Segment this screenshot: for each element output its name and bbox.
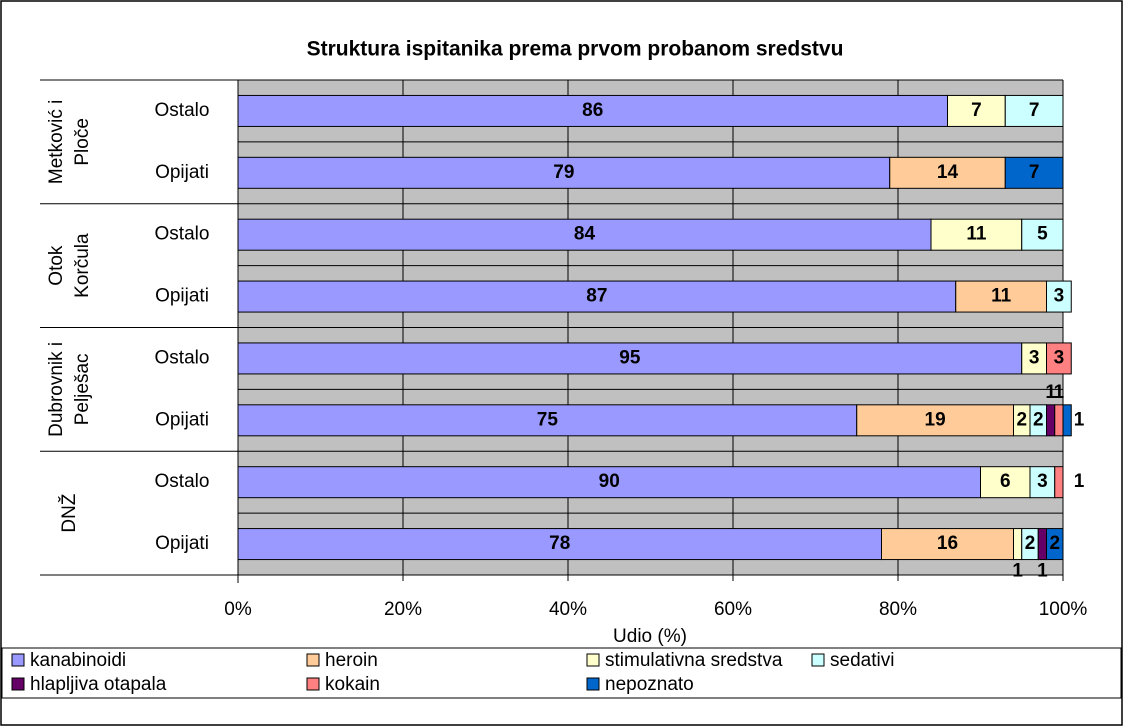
group-label: Otok — [46, 245, 67, 286]
data-label: 78 — [549, 533, 570, 554]
data-label: 7 — [1029, 162, 1040, 183]
data-label: 2 — [1049, 533, 1060, 554]
chart-title: Struktura ispitanika prema prvom probano… — [307, 38, 844, 61]
bar-segment — [856, 404, 1014, 437]
data-label: 84 — [574, 224, 596, 245]
bar-segment — [1013, 528, 1023, 561]
bar-segment — [237, 342, 1023, 375]
data-label: 11 — [966, 224, 987, 245]
bar-segment — [881, 528, 1014, 561]
bar-segment — [1004, 156, 1064, 189]
legend-label: heroin — [325, 650, 378, 671]
y-tick-label: Ostalo — [155, 347, 210, 368]
y-tick-label: Opijati — [155, 286, 209, 307]
legend-box — [1, 647, 1122, 699]
data-label: 3 — [1037, 471, 1048, 492]
data-label: 16 — [937, 533, 958, 554]
data-label: 95 — [619, 347, 641, 368]
bar-segment — [237, 156, 891, 189]
group-label: Ploče — [72, 118, 93, 166]
legend-swatch — [306, 677, 320, 691]
bar-segment — [955, 280, 1047, 313]
legend-swatch — [11, 653, 25, 667]
bar-segment — [889, 156, 1006, 189]
data-label: 5 — [1037, 224, 1048, 245]
bar-segment — [1062, 404, 1072, 437]
legend-label: kanabinoidi — [30, 650, 126, 671]
legend-swatch — [306, 653, 320, 667]
legend-label: stimulativna sredstva — [605, 650, 783, 671]
bar-segment — [1029, 466, 1056, 499]
bar-segment — [947, 94, 1006, 127]
x-tick-label: 100% — [1039, 599, 1088, 620]
data-label: 86 — [582, 100, 603, 121]
group-label: Metković i — [46, 100, 67, 184]
bar-segment — [980, 466, 1031, 499]
bar-segment — [1037, 528, 1047, 561]
data-label: 3 — [1029, 347, 1040, 368]
data-label: 1 — [1045, 382, 1056, 403]
data-label: 2 — [1016, 409, 1027, 430]
bar-segment — [1021, 342, 1047, 375]
x-tick-label: 80% — [879, 599, 917, 620]
data-label: 3 — [1054, 286, 1065, 307]
data-label: 2 — [1025, 533, 1036, 554]
y-tick-label: Opijati — [155, 162, 209, 183]
legend-swatch — [586, 677, 600, 691]
legend-swatch — [811, 653, 825, 667]
y-tick-label: Ostalo — [155, 224, 210, 245]
x-tick-label: 60% — [714, 599, 752, 620]
group-label: Dubrovnik i — [46, 342, 67, 437]
legend-swatch — [11, 677, 25, 691]
x-tick-label: 40% — [549, 599, 587, 620]
group-label: Pelješac — [72, 353, 93, 425]
data-label: 11 — [991, 286, 1012, 307]
data-label: 1 — [1037, 561, 1048, 582]
data-label: 75 — [537, 409, 559, 430]
legend-label: nepoznato — [605, 674, 694, 695]
data-label: 1 — [1074, 409, 1085, 430]
x-tick-label: 0% — [224, 599, 252, 620]
bar-segment — [237, 528, 882, 561]
bar-segment — [1046, 404, 1056, 437]
group-label: DNŽ — [58, 493, 80, 532]
data-label: 1 — [1054, 382, 1065, 403]
data-label: 19 — [925, 409, 946, 430]
bar-segment — [1046, 280, 1072, 313]
bar-segment — [237, 218, 932, 251]
bar-segment — [1054, 404, 1064, 437]
group-label: Korčula — [72, 233, 93, 298]
data-label: 90 — [599, 471, 620, 492]
data-label: 1 — [1012, 561, 1023, 582]
legend-label: hlapljiva otapala — [30, 674, 167, 695]
data-label: 14 — [937, 162, 959, 183]
data-label: 79 — [553, 162, 574, 183]
bar-segment — [1046, 342, 1072, 375]
legend-label: sedativi — [830, 650, 894, 671]
bar-segment — [1046, 528, 1064, 561]
data-label: 1 — [1074, 471, 1085, 492]
bar-segment — [1021, 218, 1064, 251]
y-tick-label: Ostalo — [155, 100, 210, 121]
legend-label: kokain — [325, 674, 380, 695]
bar-segment — [237, 466, 981, 499]
data-label: 7 — [971, 100, 982, 121]
data-label: 7 — [1029, 100, 1040, 121]
data-label: 3 — [1054, 347, 1065, 368]
data-label: 87 — [586, 286, 607, 307]
y-tick-label: Opijati — [155, 533, 209, 554]
bar-segment — [1004, 94, 1064, 127]
y-tick-label: Ostalo — [155, 471, 210, 492]
y-tick-label: Opijati — [155, 409, 209, 430]
data-label: 6 — [1000, 471, 1011, 492]
x-tick-label: 20% — [384, 599, 422, 620]
legend-swatch — [586, 653, 600, 667]
bar-segment — [1054, 466, 1064, 499]
data-label: 2 — [1033, 409, 1044, 430]
x-axis-title: Udio (%) — [613, 626, 687, 647]
